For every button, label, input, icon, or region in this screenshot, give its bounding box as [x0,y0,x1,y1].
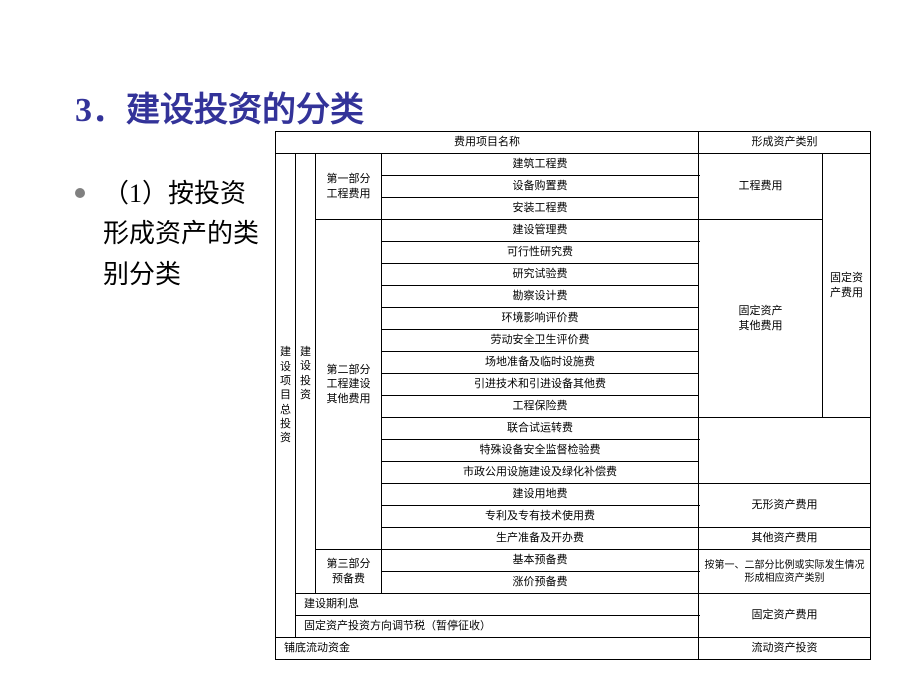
item: 场地准备及临时设施费 [382,352,699,374]
header-left: 费用项目名称 [276,132,699,154]
item: 生产准备及开办费 [382,528,699,550]
item: 建设用地费 [382,484,699,506]
item: 基本预备费 [382,550,699,572]
vcol-2: 建设投资 [296,154,316,594]
item: 专利及专有技术使用费 [382,506,699,528]
row-b: 固定资产投资方向调节税（暂停征收） [296,616,699,638]
item: 勘察设计费 [382,286,699,308]
part2: 第二部分工程建设其他费用 [316,220,382,550]
vcol-1: 建设项目总投资 [276,154,296,638]
slide-title: 3．建设投资的分类 [75,82,364,131]
item: 联合试运转费 [382,418,699,440]
right-empty [699,418,871,484]
item: 劳动安全卫生评价费 [382,330,699,352]
item: 特殊设备安全监督检验费 [382,440,699,462]
right8: 流动资产投资 [699,638,871,660]
header-right: 形成资产类别 [699,132,871,154]
item: 市政公用设施建设及绿化补偿费 [382,462,699,484]
row-a: 建设期利息 [296,594,699,616]
classification-table: 费用项目名称 形成资产类别 建设项目总投资 建设投资 第一部分工程费用 建筑工程… [275,131,871,660]
item: 建筑工程费 [382,154,699,176]
bullet-item: （1）按投资形成资产的类别分类 [75,174,263,295]
right6: 按第一、二部分比例或实际发生情况形成相应资产类别 [699,550,871,594]
right2: 固定资产其他费用 [699,220,823,418]
part1: 第一部分工程费用 [316,154,382,220]
item: 建设管理费 [382,220,699,242]
row-c: 铺底流动资金 [276,638,699,660]
item: 可行性研究费 [382,242,699,264]
right7: 固定资产费用 [699,594,871,638]
bullet-text: （1）按投资形成资产的类别分类 [103,174,263,295]
item: 设备购置费 [382,176,699,198]
part3: 第三部分预备费 [316,550,382,594]
item: 涨价预备费 [382,572,699,594]
item: 安装工程费 [382,198,699,220]
item: 引进技术和引进设备其他费 [382,374,699,396]
bullet-dot-icon [75,188,85,198]
right4: 无形资产费用 [699,484,871,528]
right5: 其他资产费用 [699,528,871,550]
right1: 工程费用 [699,154,823,220]
item: 环境影响评价费 [382,308,699,330]
item: 研究试验费 [382,264,699,286]
right3: 固定资产费用 [823,154,871,418]
item: 工程保险费 [382,396,699,418]
